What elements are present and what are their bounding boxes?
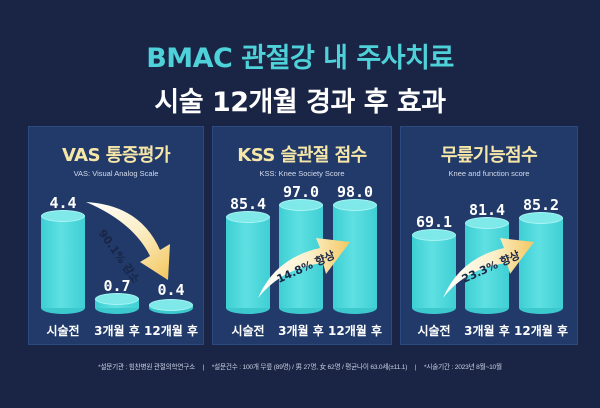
bar-vas-12m (149, 299, 193, 314)
value-label: 4.4 (49, 194, 77, 212)
value-label: 69.1 (415, 213, 453, 231)
value-label: 97.0 (282, 183, 320, 201)
value-label: 98.0 (336, 183, 374, 201)
x-label: 12개월 후 (514, 324, 568, 338)
bar-vas-before (41, 210, 85, 314)
footnote-respondents: *설문건수 : 100개 무릎 (89명) / 男 27명, 女 62명 / 평… (211, 364, 408, 371)
footnote-period: *시술기간 : 2023년 8월~10월 (424, 364, 502, 371)
x-label: 시술전 (231, 324, 265, 338)
x-label: 3개월 후 (278, 324, 324, 338)
title-line-1: BMAC 관절강 내 주사치료 (146, 43, 454, 74)
value-label: 0.4 (157, 281, 185, 299)
x-label: 3개월 후 (94, 324, 140, 338)
panel-subtitle: KSS: Knee Society Score (259, 169, 345, 178)
panel-title: 무릎기능점수 (440, 145, 538, 166)
panel-title: VAS 통증평가 (61, 145, 171, 166)
x-label: 시술전 (46, 324, 80, 338)
bar-knee-12m (519, 212, 563, 314)
bar-vas-3m (95, 293, 139, 314)
bar-kss-12m (333, 199, 377, 314)
x-label: 12개월 후 (328, 324, 382, 338)
x-label: 시술전 (417, 324, 451, 338)
value-label: 81.4 (468, 201, 506, 219)
footnote-institution: *설문기관 : 힘찬병원 관절의학연구소 (98, 364, 195, 371)
value-label: 85.2 (522, 196, 560, 214)
panel-title: KSS 슬관절 점수 (237, 145, 367, 166)
footnote: *설문기관 : 힘찬병원 관절의학연구소 | *설문건수 : 100개 무릎 (… (0, 361, 600, 371)
footnote-separator: | (202, 364, 205, 371)
value-label: 0.7 (103, 277, 131, 295)
bar-knee-before (412, 229, 456, 314)
x-label: 12개월 후 (144, 324, 198, 338)
footnote-separator: | (414, 364, 417, 371)
x-label: 3개월 후 (464, 324, 510, 338)
title-line-2: 시술 12개월 경과 후 효과 (154, 87, 446, 118)
bar-kss-before (226, 211, 270, 314)
panel-subtitle: Knee and function score (448, 169, 530, 178)
value-label: 85.4 (229, 195, 267, 213)
panel-subtitle: VAS: Visual Analog Scale (73, 169, 159, 178)
